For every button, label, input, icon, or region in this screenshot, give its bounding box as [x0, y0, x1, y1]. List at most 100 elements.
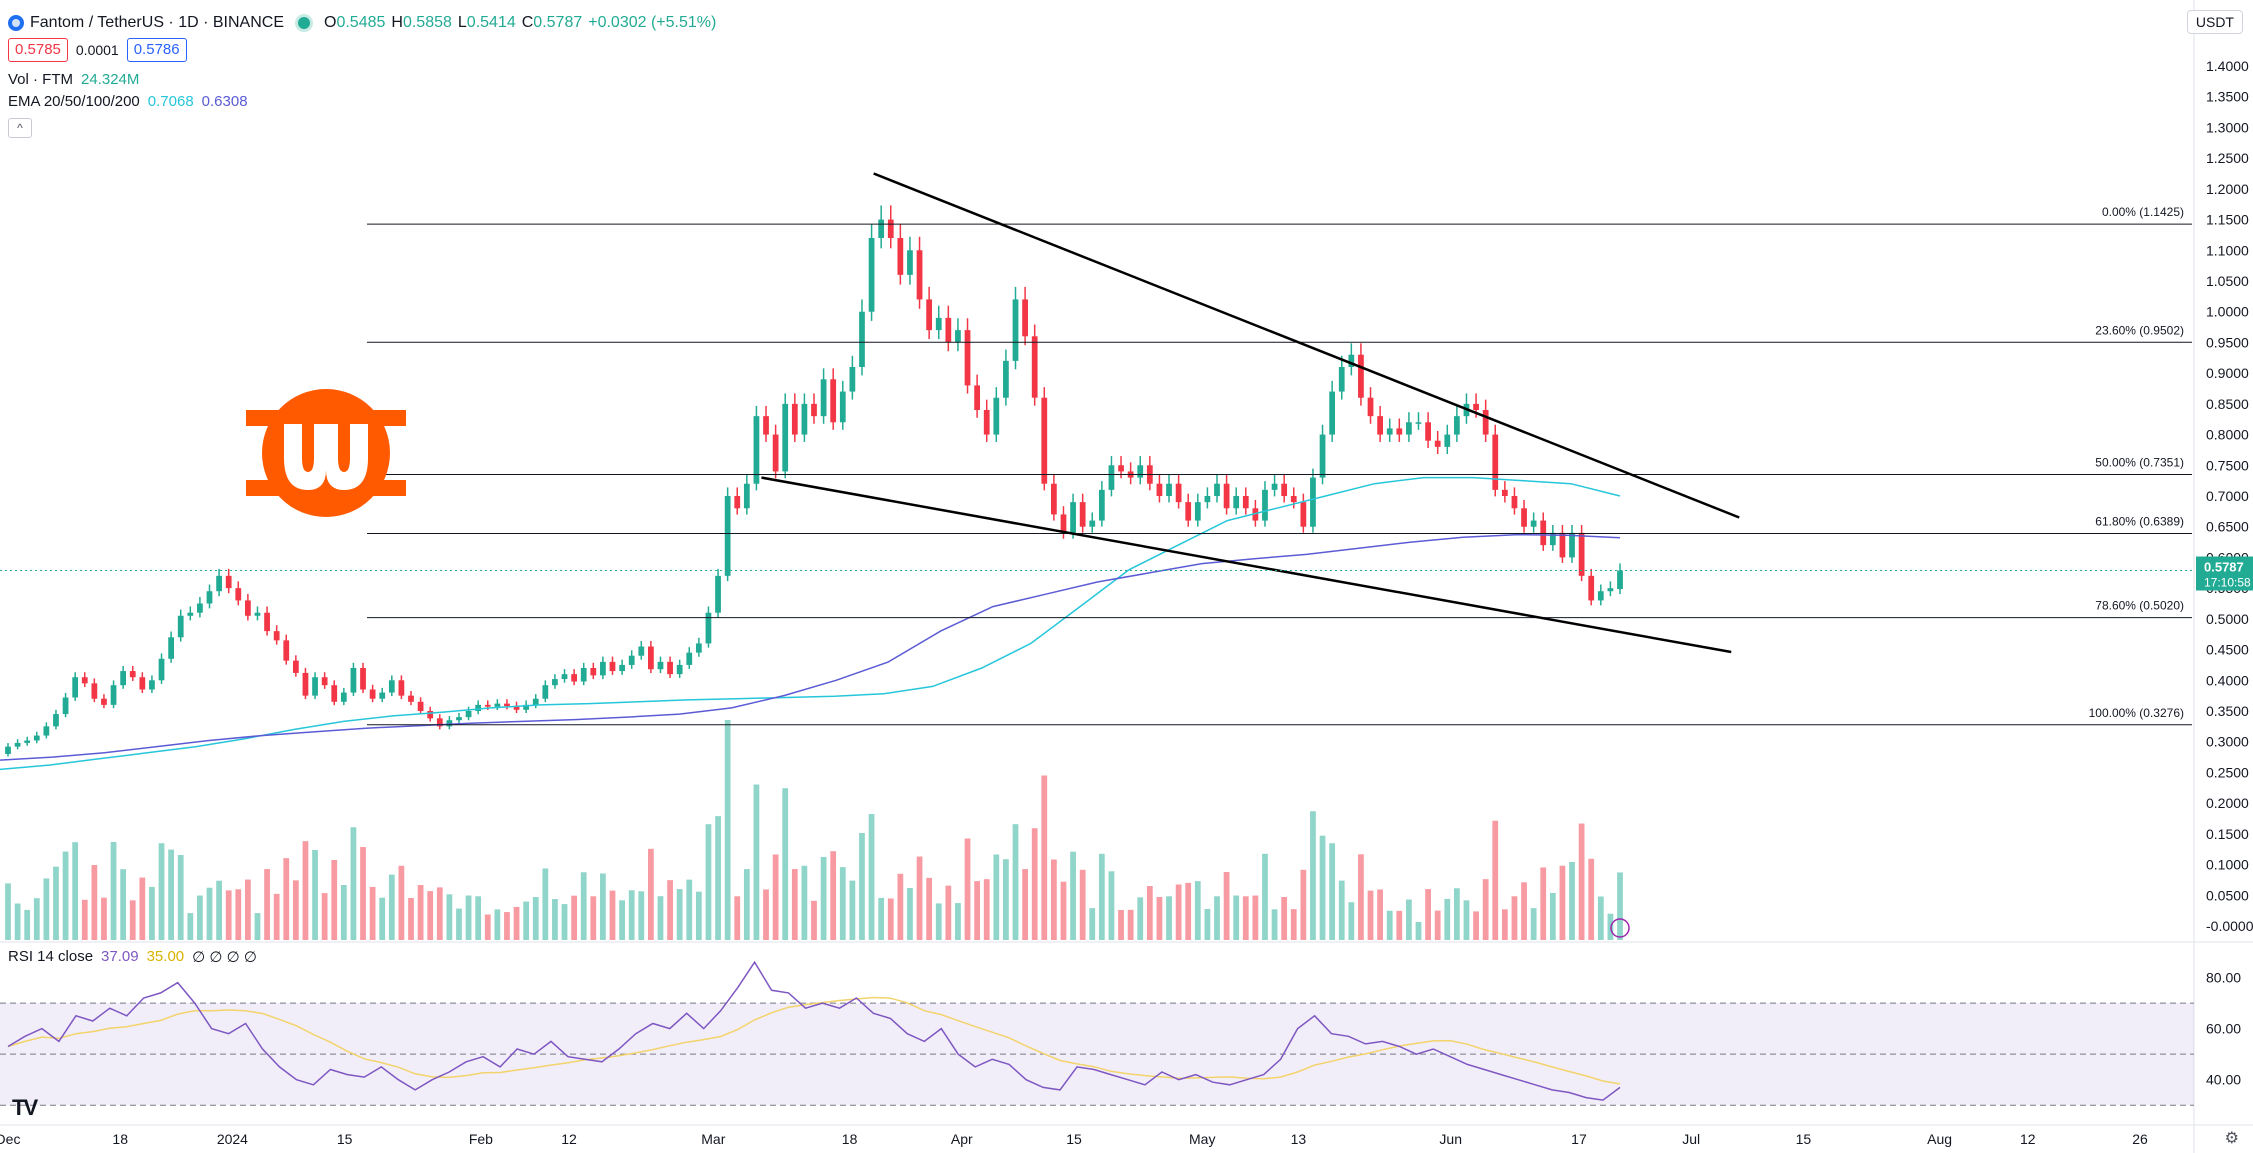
candle-body	[945, 317, 952, 343]
candle-body	[801, 403, 808, 435]
market-open-icon	[298, 17, 310, 29]
volume-bar	[101, 897, 107, 940]
price-tick-label: 1.1000	[2206, 242, 2249, 258]
volume-bar	[446, 894, 453, 940]
volume-bar	[1578, 823, 1585, 940]
candle-body	[1290, 496, 1297, 503]
candle-body	[446, 720, 453, 727]
volume-bar	[686, 879, 693, 940]
volume-bar	[1511, 896, 1518, 940]
candle-body	[43, 726, 50, 736]
volume-bar	[1223, 872, 1230, 940]
rsi-legend[interactable]: RSI 14 close 37.09 35.00 ∅ ∅ ∅ ∅	[8, 948, 257, 966]
rsi-value: 37.09	[101, 948, 139, 965]
volume-bar	[1070, 851, 1076, 940]
price-tick-label: 1.0000	[2206, 304, 2249, 320]
symbol-title[interactable]: Fantom / TetherUS · 1D · BINANCE	[30, 14, 284, 31]
volume-bar	[695, 891, 702, 940]
candle-body	[532, 698, 539, 705]
candle-body	[72, 677, 79, 698]
spread-value: 0.0001	[75, 42, 119, 58]
price-tick-label: 0.5000	[2206, 611, 2249, 627]
candle-body	[504, 703, 510, 707]
collapse-legend-button[interactable]: ^	[8, 118, 32, 138]
candle-body	[302, 672, 309, 696]
volume-legend[interactable]: Vol · FTM 24.324M	[8, 70, 722, 90]
fib-level-label: 61.80% (0.6389)	[2095, 515, 2184, 529]
gear-icon[interactable]: ⚙	[2224, 1130, 2239, 1147]
volume-bar	[187, 913, 194, 940]
candle-body	[484, 704, 491, 707]
candle-body	[5, 746, 11, 754]
rsi-label: RSI 14 close	[8, 948, 94, 965]
buy-price-button[interactable]: 0.5786	[126, 38, 187, 62]
candle-body	[523, 704, 530, 710]
candle-body	[1041, 397, 1048, 484]
time-tick-label: Jul	[1682, 1131, 1700, 1147]
candle-body	[475, 704, 482, 711]
volume-bar	[292, 880, 299, 940]
candle-body	[465, 711, 472, 718]
volume-bar	[398, 865, 405, 940]
tradingview-logo-icon[interactable]: TV	[12, 1095, 38, 1120]
candle-body	[1003, 360, 1009, 398]
candle-body	[1549, 532, 1556, 546]
candle-body	[983, 410, 990, 435]
volume-bar	[1012, 824, 1019, 940]
candle-body	[197, 603, 203, 613]
volume-bar	[1281, 897, 1288, 940]
candle-body	[1137, 465, 1144, 478]
fantom-coin-icon	[8, 15, 24, 31]
volume-bar	[1146, 886, 1153, 940]
volume-bar	[1118, 910, 1124, 940]
volume-bar	[1444, 898, 1451, 940]
candle-body	[1425, 422, 1431, 441]
volume-bar	[436, 887, 443, 940]
price-tick-label: 1.2000	[2206, 181, 2249, 197]
price-tick-label: 0.7000	[2206, 488, 2249, 504]
volume-bar	[43, 878, 50, 940]
volume-bar	[408, 898, 414, 940]
volume-bar	[1597, 896, 1604, 940]
candle-body	[743, 483, 750, 509]
volume-bar	[1473, 911, 1479, 940]
candle-body	[1329, 391, 1336, 435]
volume-bar	[1185, 882, 1192, 940]
candle-body	[129, 671, 136, 678]
volume-bar	[1501, 909, 1508, 940]
ema-slow-line	[0, 533, 1621, 761]
candle-body	[1281, 483, 1288, 496]
volume-bar	[494, 909, 501, 940]
candle-body	[897, 238, 904, 275]
volume-bar	[859, 832, 865, 940]
volume-bar	[1540, 867, 1547, 940]
fib-level-label: 100.00% (0.3276)	[2089, 706, 2184, 720]
candle-body	[1204, 496, 1211, 503]
candle-body	[1166, 483, 1172, 496]
candle-body	[705, 612, 712, 644]
price-tick-label: 0.3500	[2206, 703, 2249, 719]
candle-body	[360, 668, 366, 690]
volume-bar	[743, 869, 750, 940]
sell-price-button[interactable]: 0.5785	[8, 38, 68, 62]
price-tick-label: 0.1000	[2206, 857, 2249, 873]
candle-body	[590, 668, 597, 676]
volume-bar	[427, 891, 434, 940]
candle-body	[427, 711, 434, 719]
ema-legend[interactable]: EMA 20/50/100/200 0.7068 0.6308	[8, 92, 722, 112]
time-tick-label: May	[1189, 1131, 1215, 1147]
volume-bar	[1051, 859, 1057, 940]
candle-body	[782, 403, 789, 472]
volume-bar	[1463, 900, 1470, 940]
currency-button[interactable]: USDT	[2186, 10, 2243, 34]
volume-bar	[916, 856, 923, 940]
volume-bar	[561, 904, 568, 940]
time-tick-label: Jun	[1439, 1131, 1462, 1147]
price-tick-label: 0.1500	[2206, 826, 2249, 842]
rsi-ma-line	[7, 996, 1621, 1085]
time-tick-label: 12	[561, 1131, 577, 1147]
volume-bar	[657, 896, 664, 940]
volume-bar	[388, 874, 395, 940]
